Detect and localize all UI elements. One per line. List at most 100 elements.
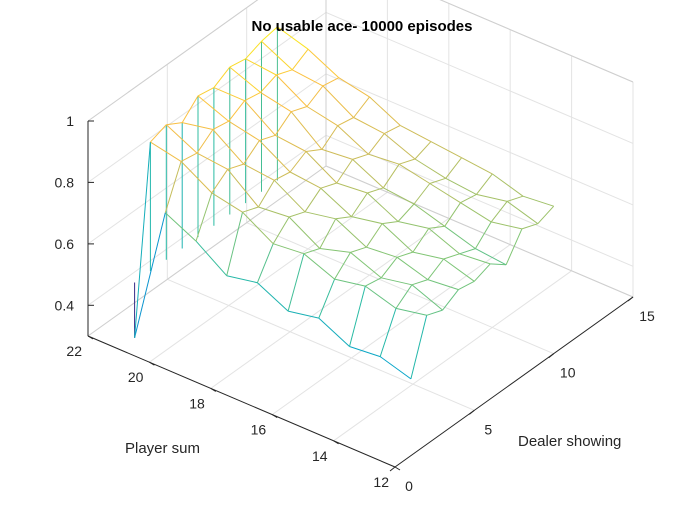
surface-mesh-line (490, 263, 507, 266)
surface-mesh-line (164, 212, 197, 242)
y-tick-mark (333, 440, 339, 445)
surface-mesh-line (337, 117, 354, 127)
box-edge (325, 165, 634, 298)
surface-mesh-line (322, 77, 340, 87)
surface-mesh-line (381, 223, 414, 253)
surface-mesh-line (305, 151, 338, 184)
surface-mesh-line (352, 153, 369, 160)
surface-mesh-line (336, 159, 354, 184)
surface-mesh-line (273, 179, 306, 213)
y-tick-mark (87, 335, 94, 340)
surface-mesh-line (413, 203, 445, 227)
surface-mesh-line (306, 106, 338, 127)
surface-mesh-line (383, 133, 416, 160)
surface-mesh-line (259, 140, 291, 173)
x-axis-line (394, 296, 634, 468)
surface-mesh-line (382, 221, 399, 225)
surface-mesh-line (277, 26, 309, 50)
surface-mesh-line (445, 157, 462, 179)
surface-mesh-line (350, 246, 367, 253)
surface-mesh-line (396, 251, 414, 258)
surface-mesh-line (338, 77, 370, 98)
surface-mesh-line (398, 163, 431, 184)
surface-mesh-line (429, 177, 446, 184)
surface-mesh-line (320, 187, 352, 217)
surface-mesh-line (443, 258, 475, 282)
surface-mesh-line (461, 157, 493, 175)
surface-mesh-line (229, 66, 261, 93)
surface-mesh-line (291, 106, 308, 113)
surface-mesh-line (291, 48, 309, 71)
surface-mesh-line (445, 177, 477, 195)
surface-mesh-line (473, 263, 491, 282)
y-tick-mark (149, 361, 155, 366)
surface-mesh-line (274, 111, 292, 136)
surface-mesh-line (521, 223, 538, 230)
surface-mesh-line (307, 48, 340, 79)
floor-gridline (167, 278, 475, 411)
surface-mesh-line (290, 111, 323, 150)
y-tick-mark (271, 414, 278, 419)
surface-mesh-line (303, 248, 320, 255)
y-axis-line (87, 335, 396, 468)
wall-gridline (439, 0, 634, 83)
y-axis-label: Player sum (125, 440, 200, 457)
surface-mesh-line (150, 141, 182, 162)
surface-mesh-line (397, 221, 429, 229)
surface-mesh-line (150, 124, 167, 143)
chart-surface-stems (134, 26, 278, 338)
y-tick-mark (210, 387, 217, 392)
surface-mesh-line (273, 243, 305, 255)
surface-mesh-line (410, 315, 428, 380)
surface-mesh-line (287, 310, 319, 319)
surface-mesh-line (491, 221, 523, 230)
surface-mesh-line (381, 277, 413, 286)
floor-gridline (271, 244, 511, 416)
surface-mesh-line (226, 212, 243, 276)
surface-mesh-line (259, 134, 276, 141)
surface-mesh-line (367, 187, 384, 194)
surface-mesh-line (395, 284, 413, 309)
surface-mesh-line (443, 253, 460, 260)
chart-axes-box (87, 0, 634, 468)
x-axis-label: Dealer showing (518, 433, 621, 450)
surface-mesh-line (274, 171, 291, 181)
surface-mesh-line (260, 91, 292, 113)
surface-mesh-line (506, 200, 539, 225)
surface-mesh-line (334, 278, 366, 287)
surface-mesh-line (272, 216, 290, 244)
chart-gridlines (87, 0, 634, 468)
surface-mesh-line (427, 258, 444, 280)
surface-mesh-line (427, 279, 459, 291)
surface-mesh-line (305, 148, 322, 152)
surface-mesh-line (195, 192, 213, 242)
x-tick-mark (468, 409, 475, 415)
surface-mesh-line (382, 163, 400, 189)
surface-mesh-line (197, 95, 230, 122)
surface-mesh-line (411, 284, 443, 311)
surface-mesh-line (197, 87, 215, 97)
surface-mesh-line (412, 251, 444, 260)
surface-mesh-line (287, 253, 305, 312)
surface-mesh-line (257, 282, 289, 312)
surface-mesh-line (351, 192, 368, 217)
surface-mesh-line (134, 142, 151, 338)
surface-mesh-line (368, 153, 400, 165)
surface-mesh-line (365, 223, 383, 248)
surface-mesh-line (522, 195, 554, 207)
surface-mesh-line (244, 91, 261, 102)
wall-gridline (87, 134, 327, 306)
surface-mesh-line (289, 171, 322, 189)
surface-mesh-line (212, 120, 229, 130)
z-tick-label: 0.6 (55, 236, 75, 252)
surface-mesh-line (243, 140, 260, 165)
surface-mesh-line (182, 122, 214, 130)
surface-mesh-line (349, 285, 366, 347)
surface-mesh-line (318, 278, 336, 319)
surface-mesh-line (164, 161, 182, 213)
surface-mesh-line (460, 202, 492, 223)
surface-mesh-line (426, 309, 443, 316)
surface-mesh-line (196, 129, 214, 154)
surface-mesh-line (397, 203, 415, 222)
x-tick-mark (548, 353, 555, 359)
